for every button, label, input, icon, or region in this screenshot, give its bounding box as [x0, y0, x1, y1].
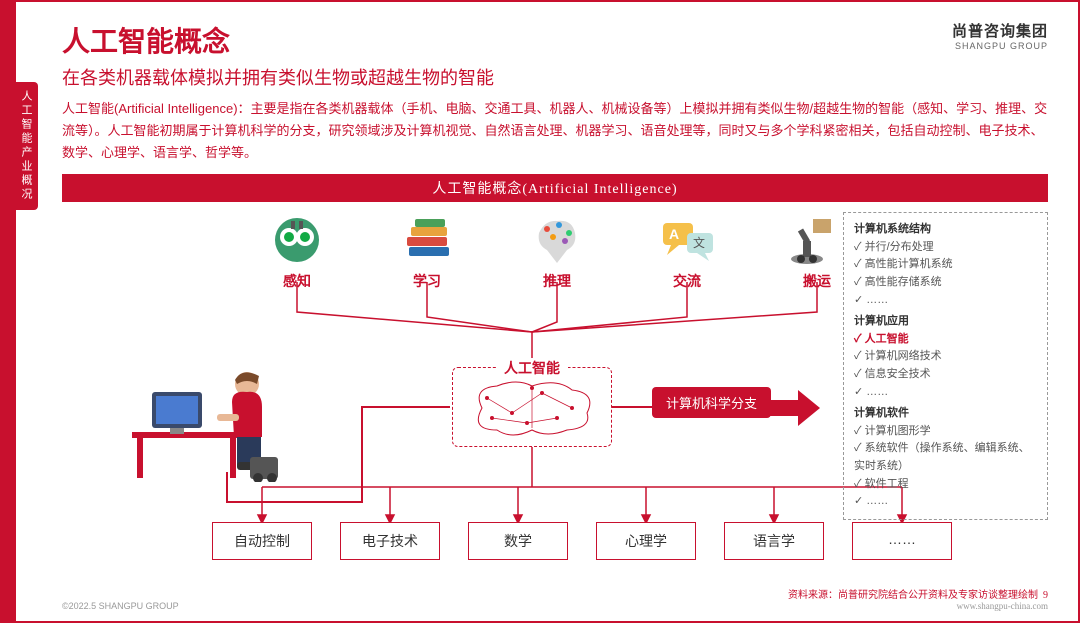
footer-url: www.shangpu-china.com [788, 601, 1048, 611]
ai-center-label: 人工智能 [496, 358, 568, 378]
list-item: 高性能存储系统 [854, 274, 1037, 292]
svg-text:文: 文 [693, 235, 705, 250]
page-subtitle: 在各类机器载体模拟并拥有类似生物或超越生物的智能 [62, 64, 1048, 90]
group-header: 计算机软件 [854, 405, 1037, 423]
cap-reasoning: 推理 [512, 212, 602, 291]
side-tab: 人工智能产业概况 [16, 82, 38, 210]
group-list: 并行/分布处理 高性能计算机系统 高性能存储系统 …… [854, 239, 1037, 309]
brain-icon [462, 378, 602, 438]
discipline-box: …… [852, 522, 952, 560]
list-item: …… [854, 292, 1037, 310]
discipline-box: 自动控制 [212, 522, 312, 560]
cap-communication: A文 交流 [642, 212, 732, 291]
group-header: 计算机应用 [854, 313, 1037, 331]
list-item: 计算机网络技术 [854, 348, 1037, 366]
list-item: 软件工程 [854, 476, 1037, 494]
list-item: …… [854, 493, 1037, 511]
communication-icon: A文 [652, 212, 722, 267]
left-red-strip [2, 2, 16, 621]
cap-learning: 学习 [382, 212, 472, 291]
list-item: 高性能计算机系统 [854, 256, 1037, 274]
books-icon [392, 212, 462, 267]
perception-icon [262, 212, 332, 267]
related-disciplines-row: 自动控制 电子技术 数学 心理学 语言学 …… [212, 522, 952, 560]
group-header: 计算机系统结构 [854, 221, 1037, 239]
reasoning-icon [522, 212, 592, 267]
concept-banner: 人工智能概念(Artificial Intelligence) [62, 174, 1048, 202]
cap-perception: 感知 [252, 212, 342, 291]
diagram-area: 感知 学习 推理 A文 交流 [62, 212, 1048, 592]
cs-taxonomy-panel: 计算机系统结构 并行/分布处理 高性能计算机系统 高性能存储系统 …… 计算机应… [843, 212, 1048, 520]
cap-label: 推理 [512, 271, 602, 291]
list-item: 计算机图形学 [854, 423, 1037, 441]
page-number: 9 [1043, 590, 1048, 601]
list-item-highlight: 人工智能 [854, 331, 1037, 349]
arrow-right-icon [770, 390, 820, 431]
cap-label: 感知 [252, 271, 342, 291]
list-item: …… [854, 384, 1037, 402]
discipline-box: 心理学 [596, 522, 696, 560]
list-item: 并行/分布处理 [854, 239, 1037, 257]
discipline-box: 数学 [468, 522, 568, 560]
cap-label: 学习 [382, 271, 472, 291]
capabilities-row: 感知 学习 推理 A文 交流 [252, 212, 862, 291]
description: 人工智能(Artificial Intelligence)：主要是指在各类机器载… [62, 98, 1048, 164]
group-list: 人工智能 计算机网络技术 信息安全技术 …… [854, 331, 1037, 401]
person-at-computer-icon [122, 362, 282, 487]
svg-text:A: A [669, 226, 679, 242]
footer-source: 资料来源：尚普研究院结合公开资料及专家访谈整理绘制 9 www.shangpu-… [788, 586, 1048, 611]
discipline-box: 语言学 [724, 522, 824, 560]
list-item: 信息安全技术 [854, 366, 1037, 384]
ai-center-box: 人工智能 [452, 367, 612, 447]
group-list: 计算机图形学 系统软件（操作系统、编辑系统、实时系统） 软件工程 …… [854, 423, 1037, 511]
page-title: 人工智能概念 [62, 20, 1048, 60]
robot-arm-icon [782, 212, 852, 267]
source-text: 资料来源：尚普研究院结合公开资料及专家访谈整理绘制 [788, 590, 1038, 601]
list-item: 系统软件（操作系统、编辑系统、实时系统） [854, 440, 1037, 475]
footer-copyright: ©2022.5 SHANGPU GROUP [62, 601, 179, 611]
cs-branch-badge: 计算机科学分支 [652, 387, 771, 418]
cap-label: 交流 [642, 271, 732, 291]
discipline-box: 电子技术 [340, 522, 440, 560]
